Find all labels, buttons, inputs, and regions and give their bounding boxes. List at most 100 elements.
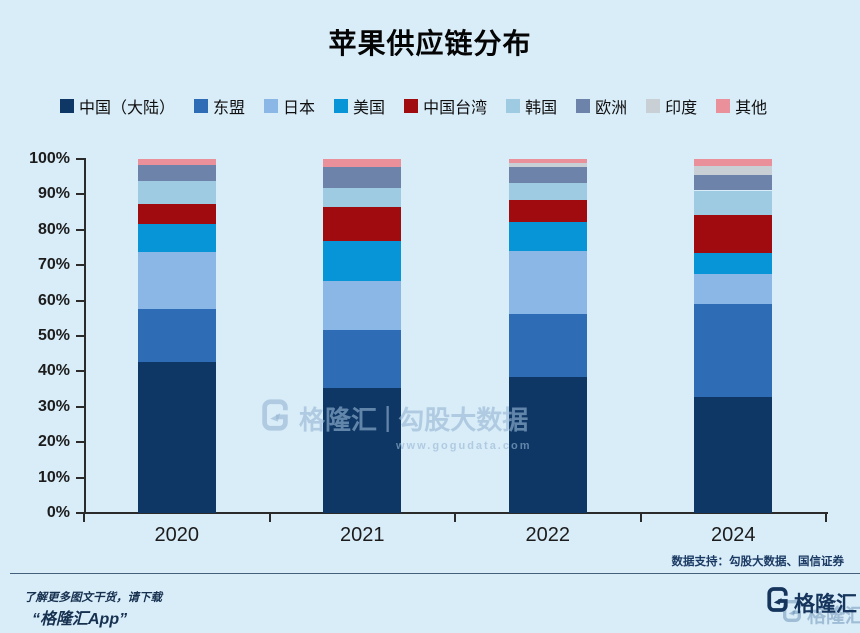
y-axis-label: 20% [37,433,70,451]
bar-segment [508,162,587,167]
bar-segment [323,388,402,513]
y-axis-tick [76,335,84,337]
bar-segment [694,253,773,275]
legend-swatch [506,99,521,113]
legend-swatch [60,99,74,113]
legend-item: 美国 [334,94,385,118]
bar-segment [694,214,773,254]
footer-logo-main: 格隆汇 [764,586,857,619]
legend-label: 中国（大陆） [79,100,176,117]
bar-segment [694,190,773,215]
legend-item: 其他 [716,94,767,118]
x-axis-tick [825,514,827,522]
legend-swatch [194,99,209,113]
y-axis-label: 40% [37,362,70,380]
legend-label: 美国 [353,100,386,117]
data-source-note: 数据支持：勾股大数据、国信证券 [671,556,845,568]
bar-segment [694,174,773,191]
y-axis-tick [76,264,84,267]
legend-item: 欧洲 [576,94,627,118]
bar-segment [508,377,587,513]
y-axis-label: 100% [29,150,70,167]
y-axis-tick [76,158,84,160]
bar-segment [508,251,587,314]
legend-item: 东盟 [194,94,245,118]
bar-segment [694,396,773,513]
legend-item: 中国台湾 [404,94,487,118]
footer-promo-text: 了解更多图文干货，请下载 [24,592,162,604]
x-axis-tick [83,514,85,522]
bar-segment [694,304,773,397]
y-axis-tick [76,441,84,444]
bar-segment [694,159,773,167]
footer-logo-ghost: 格隆汇 [780,599,860,629]
legend-label: 日本 [283,100,316,117]
y-axis-tick [76,512,84,514]
bar-segment [508,159,587,163]
y-axis-tick [76,405,84,408]
bar-segment [137,223,216,253]
legend-label: 东盟 [213,100,246,117]
bar-segment [508,200,587,223]
y-axis-line [84,158,86,514]
legend-item: 韩国 [506,94,557,118]
bar-segment [137,361,216,513]
legend-swatch [334,99,349,113]
footer-brand-name-ghost: 格隆汇 [807,605,860,627]
bar-segment [508,183,587,201]
bar-segment [323,207,402,242]
legend-swatch [576,99,591,113]
footer-divider [10,573,860,574]
x-axis-tick [639,514,642,522]
x-axis-label: 2021 [340,524,385,546]
y-axis-label: 60% [37,291,70,309]
bar-segment [137,164,216,182]
y-axis-label: 90% [37,185,70,203]
bar-segment [137,308,216,362]
legend-label: 中国台湾 [423,100,488,117]
y-axis-tick [76,228,84,231]
legend-label: 印度 [665,100,698,117]
gelonghui-logo-icon [780,599,804,629]
legend-item: 日本 [264,94,315,118]
legend-item: 印度 [646,94,697,118]
legend-swatch [404,99,419,113]
bar-segment [508,166,587,184]
y-axis-tick [76,370,84,373]
x-axis-label: 2022 [525,524,571,546]
legend-swatch [716,99,731,113]
y-axis-label: 80% [37,220,70,238]
y-axis-label: 10% [37,468,70,486]
x-axis-tick [454,514,456,522]
bar-segment [323,329,402,389]
footer-app-name: “格隆汇App” [32,611,128,628]
page-title: 苹果供应链分布 [328,28,532,59]
y-axis-label: 30% [37,397,70,415]
bar-segment [508,313,587,378]
footer-brand-logo: 格隆汇 格隆汇 [764,586,860,632]
x-axis-label: 2020 [154,524,200,546]
bar-segment [323,280,402,330]
legend-swatch [264,99,279,113]
legend-item: 中国（大陆） [60,94,175,118]
legend-label: 欧洲 [595,100,628,117]
gelonghui-logo-icon [764,586,791,619]
x-axis-label: 2024 [711,524,756,546]
chart-legend: 中国（大陆） 东盟 日本 美国 中国台湾 韩国 欧洲 印度 其他 [60,94,767,118]
y-axis-tick [76,299,84,302]
bar-segment [323,241,402,281]
y-axis-label: 70% [37,256,70,274]
legend-label: 韩国 [525,100,558,117]
bar-segment [137,203,216,224]
bar-segment [137,159,216,165]
bar-segment [694,166,773,175]
y-axis-tick [76,476,84,479]
bar-segment [137,252,216,309]
x-axis-tick [268,514,271,522]
footer-brand-name: 格隆汇 [794,592,857,616]
y-axis-label: 50% [37,327,70,344]
bar-segment [323,187,402,208]
legend-label: 其他 [735,100,768,117]
legend-swatch [646,99,661,113]
